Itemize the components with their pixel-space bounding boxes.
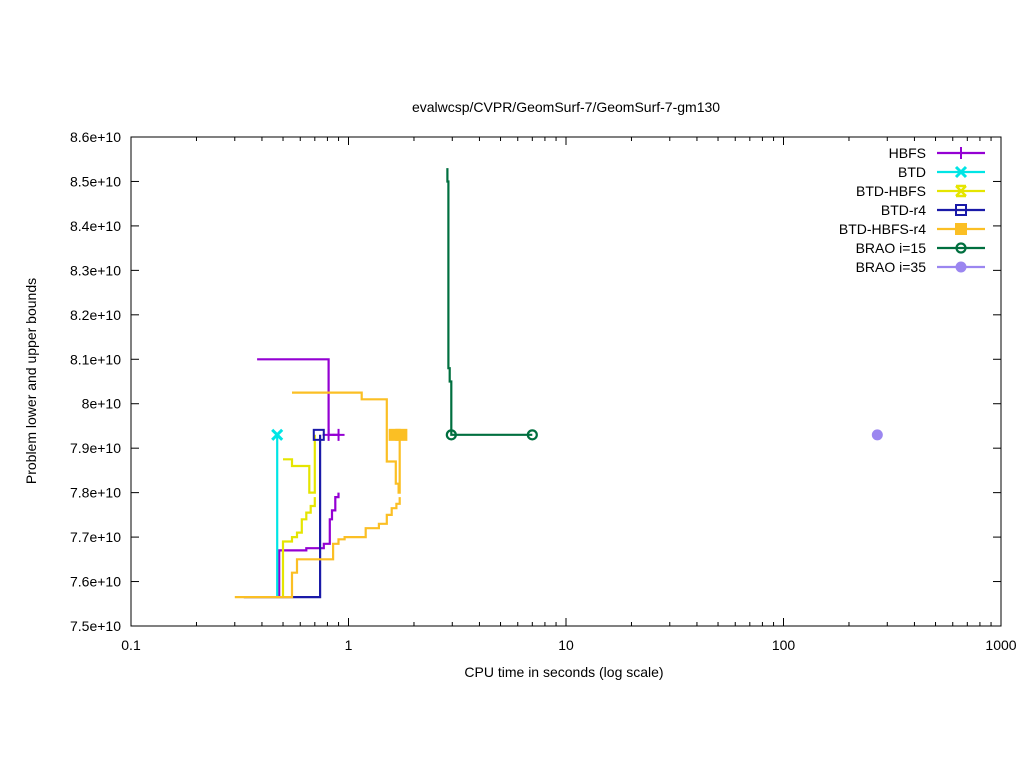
series-upper-line <box>292 391 401 494</box>
x-tick-label: 100 <box>772 637 796 653</box>
y-tick-label: 8.5e+10 <box>70 173 121 189</box>
series-0 <box>257 358 345 598</box>
y-tick-label: 8.6e+10 <box>70 129 121 145</box>
legend-marker <box>954 165 968 179</box>
series-marker <box>445 429 457 441</box>
y-tick-label: 8e+10 <box>82 396 122 412</box>
legend-marker <box>955 223 967 235</box>
legend-marker <box>955 261 967 273</box>
legend-label: HBFS <box>889 145 926 161</box>
x-axis: 0.1 1 10 100 1000 <box>121 137 1017 653</box>
series-6 <box>871 429 883 441</box>
series-1 <box>271 428 284 598</box>
series-upper-line <box>257 358 339 436</box>
series-upper-line <box>446 168 533 436</box>
series-4 <box>234 391 408 599</box>
series-lower-line <box>234 497 401 599</box>
series-lower-line <box>281 497 316 598</box>
y-tick-label: 8.4e+10 <box>70 218 121 234</box>
legend-label: BRAO i=35 <box>856 259 927 275</box>
series-marker <box>312 428 325 441</box>
y-tick-label: 7.6e+10 <box>70 574 121 590</box>
x-tick-label: 1000 <box>985 637 1016 653</box>
legend-marker <box>955 147 967 159</box>
legend-label: BTD-r4 <box>881 202 926 218</box>
y-tick-label: 8.2e+10 <box>70 307 121 323</box>
y-axis-label: Problem lower and upper bounds <box>23 278 39 484</box>
y-tick-label: 7.8e+10 <box>70 485 121 501</box>
legend-label: BRAO i=15 <box>856 240 927 256</box>
y-tick-label: 8.1e+10 <box>70 351 121 367</box>
legend-marker <box>955 184 967 198</box>
y-tick-label: 7.5e+10 <box>70 618 121 634</box>
series-marker <box>271 428 284 441</box>
y-tick-label: 7.9e+10 <box>70 440 121 456</box>
y-tick-label: 7.7e+10 <box>70 529 121 545</box>
series-layer <box>234 168 883 599</box>
plot-frame <box>130 136 1002 627</box>
series-2 <box>281 434 316 598</box>
y-axis: 7.5e+10 7.6e+10 7.7e+10 7.8e+10 7.9e+10 8e+10… <box>70 129 1001 634</box>
series-5 <box>445 168 538 441</box>
legend-label: BTD <box>898 164 926 180</box>
x-axis-label: CPU time in seconds (log scale) <box>464 664 663 680</box>
legend: HBFS BTD BTD-HBFS BTD-r4 BTD-HBFS-r4 BRAO i=1… <box>839 145 985 275</box>
series-upper-line <box>283 434 316 494</box>
series-lower-line <box>278 492 340 598</box>
series-marker <box>395 428 408 441</box>
y-tick-label: 8.3e+10 <box>70 262 121 278</box>
series-marker <box>526 429 538 441</box>
legend-marker <box>955 242 967 254</box>
legend-marker <box>955 204 967 216</box>
x-tick-label: 0.1 <box>121 637 141 653</box>
legend-label: BTD-HBFS-r4 <box>839 221 926 237</box>
legend-label: BTD-HBFS <box>856 183 926 199</box>
x-tick-label: 10 <box>558 637 574 653</box>
series-marker <box>332 428 345 441</box>
chart-title: evalwcsp/CVPR/GeomSurf-7/GeomSurf-7-gm13… <box>412 99 720 115</box>
x-tick-label: 1 <box>345 637 353 653</box>
series-marker <box>871 429 883 441</box>
